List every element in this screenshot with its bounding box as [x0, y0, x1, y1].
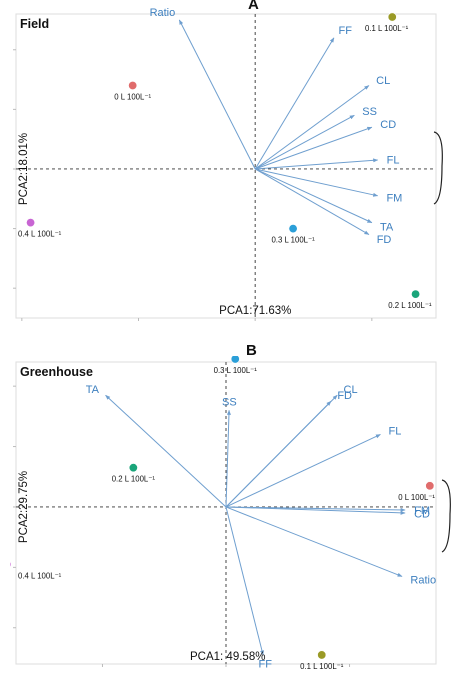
pca-biplot-field: Ratio FF CL SS CD FL FM TA FD 0 L 100L⁻¹ 0.1 L 100…: [10, 7, 440, 328]
sample-label-0-2-l-100l: 0.2 L 100L⁻¹: [112, 475, 156, 484]
plot-frame: [15, 13, 437, 319]
loading-label-ff: FF: [259, 659, 273, 671]
sample-point-0-l-100l: [425, 481, 435, 491]
loading-arrow-ratio: [178, 19, 256, 170]
pca-biplot-greenhouse: TA SS FD CL FL FM CD Ratio FF 0.3 L 100L⁻¹ 0 L 100…: [2, 354, 440, 674]
sample-point-0-3-l-100l: [230, 354, 240, 364]
sample-point-0-2-l-100l: [128, 463, 138, 473]
loading-arrow-ratio: [225, 506, 403, 577]
loading-label-fm: FM: [386, 193, 402, 205]
loading-label-cl: CL: [376, 75, 390, 87]
loading-arrow-ss: [225, 409, 231, 507]
loading-label-ss: SS: [362, 106, 377, 118]
loading-arrow-ss: [254, 114, 355, 170]
sample-point-0-l-100l: [128, 81, 138, 91]
sample-label-0-4-l-100l: 0.4 L 100L⁻¹: [18, 230, 62, 239]
loading-arrow-fm: [225, 506, 406, 512]
loading-arrow-fl: [255, 158, 379, 170]
loading-label-ratio: Ratio: [410, 575, 436, 587]
sample-label-0-1-l-100l: 0.1 L 100L⁻¹: [300, 662, 344, 671]
sample-label-0-2-l-100l: 0.2 L 100L⁻¹: [388, 301, 432, 310]
sample-point-0-3-l-100l: [288, 224, 298, 234]
sample-label-0-4-l-100l: 0.4 L 100L⁻¹: [18, 571, 62, 580]
loading-label-fm: FM: [414, 505, 430, 517]
loading-arrow-cd: [254, 126, 373, 170]
loading-label-cd: CD: [414, 508, 430, 520]
loading-arrow-ff: [254, 37, 335, 170]
loading-arrow-fd: [254, 168, 370, 235]
loading-label-ss: SS: [222, 396, 237, 408]
y-axis-label: PCA2:18.01%: [18, 133, 30, 205]
loading-arrow-ta: [254, 168, 373, 224]
x-axis-label: PCA1:71.63%: [219, 305, 291, 317]
y-axis-label: PCA2:29.75%: [18, 471, 30, 543]
sample-label-0-3-l-100l: 0.3 L 100L⁻¹: [271, 236, 315, 245]
sample-point-0-4-l-100l: [26, 218, 36, 228]
panel-letter-a: A: [248, 0, 259, 13]
loading-label-ta: TA: [86, 384, 100, 396]
loading-arrow-ff: [225, 506, 264, 656]
loading-arrow-fm: [255, 168, 379, 197]
loading-arrow-fl: [225, 434, 381, 508]
loading-label-cl: CL: [344, 384, 358, 396]
loading-label-fd: FD: [377, 234, 392, 246]
sample-point-0-2-l-100l: [411, 289, 421, 299]
loading-label-fd: FD: [337, 390, 352, 402]
sample-label-0-l-100l: 0 L 100L⁻¹: [114, 93, 151, 102]
chart-title: Greenhouse: [20, 365, 93, 379]
loading-label-ratio: Ratio: [150, 8, 176, 19]
loading-label-ta: TA: [380, 221, 394, 233]
bracket-mark-a: [433, 131, 443, 205]
sample-label-0-l-100l: 0 L 100L⁻¹: [398, 493, 435, 502]
loading-label-fl: FL: [389, 426, 402, 438]
chart-title: Field: [20, 17, 49, 31]
loading-arrow-cl: [225, 394, 338, 508]
loading-label-cd: CD: [380, 119, 396, 131]
loading-label-ff: FF: [339, 25, 353, 37]
sample-point-0-1-l-100l: [317, 650, 327, 660]
sample-point-0-4-l-100l: [2, 559, 12, 569]
loading-arrow-cl: [254, 85, 370, 170]
sample-label-0-3-l-100l: 0.3 L 100L⁻¹: [214, 366, 258, 375]
panel-letter-b: B: [246, 342, 257, 359]
sample-point-0-1-l-100l: [387, 12, 397, 22]
loading-arrow-cd: [225, 506, 406, 515]
loading-arrow-ta: [105, 394, 227, 508]
loading-label-fl: FL: [387, 154, 400, 166]
x-axis-label: PCA1: 49.58%: [190, 651, 265, 663]
bracket-mark-b: [441, 479, 451, 553]
sample-label-0-1-l-100l: 0.1 L 100L⁻¹: [365, 24, 409, 33]
